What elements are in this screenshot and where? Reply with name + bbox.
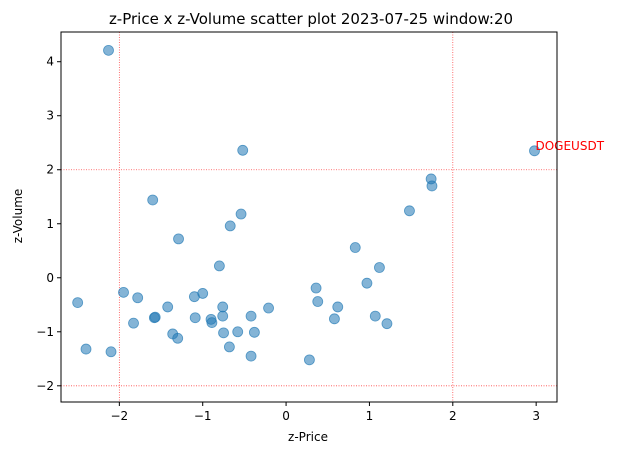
x-tick-label: −2: [111, 409, 129, 423]
scatter-point: [232, 326, 244, 338]
scatter-point: [381, 318, 393, 330]
scatter-point: [304, 354, 315, 366]
x-tick-label: 0: [282, 409, 290, 423]
scatter-point: [245, 310, 257, 322]
scatter-point: [529, 145, 540, 157]
point-annotation: DOGEUSDT: [535, 139, 604, 153]
scatter-point: [332, 301, 344, 313]
y-tick-label: 0: [46, 271, 54, 285]
scatter-point: [132, 292, 144, 304]
scatter-point: [218, 327, 229, 339]
scatter-point: [223, 341, 235, 353]
scatter-point: [172, 332, 184, 344]
scatter-point: [248, 326, 260, 338]
reference-lines: [61, 32, 557, 402]
scatter-point: [189, 312, 201, 324]
scatter-point: [206, 317, 218, 328]
scatter-point: [329, 313, 340, 325]
scatter-point: [310, 282, 322, 294]
scatter-point: [349, 242, 361, 253]
data-points: [72, 44, 540, 366]
scatter-point: [213, 260, 225, 272]
scatter-point: [404, 205, 415, 217]
chart-title: z-Price x z-Volume scatter plot 2023-07-…: [109, 10, 513, 28]
y-tick-label: 4: [46, 55, 54, 69]
scatter-point: [217, 310, 229, 322]
x-axis-label: z-Price: [288, 430, 328, 444]
scatter-point: [72, 297, 84, 309]
scatter-point: [224, 220, 236, 232]
scatter-point: [128, 317, 139, 329]
scatter-point: [173, 233, 184, 245]
x-tick-label: 1: [366, 409, 374, 423]
scatter-point: [162, 301, 174, 313]
y-tick-label: −1: [36, 325, 54, 339]
scatter-point: [237, 144, 249, 156]
x-tick-label: 3: [532, 409, 540, 423]
scatter-point: [149, 311, 161, 323]
scatter-point: [147, 194, 159, 206]
x-tick-label: −1: [194, 409, 212, 423]
y-axis-label: z-Volume: [11, 189, 25, 244]
y-tick-label: 2: [46, 163, 54, 177]
y-tick-label: 3: [46, 109, 54, 123]
x-axis-ticks: −2 −1 0 1 2 3: [111, 402, 540, 423]
scatter-point: [118, 286, 129, 298]
y-axis-ticks: −2 −1 0 1 2 3 4: [36, 55, 61, 393]
scatter-point: [245, 350, 257, 362]
x-tick-label: 2: [449, 409, 457, 423]
plot-frame: [60, 31, 558, 403]
scatter-point: [426, 180, 438, 192]
scatter-point: [105, 346, 117, 358]
annotations: DOGEUSDT: [535, 139, 604, 153]
scatter-point: [374, 262, 385, 273]
scatter-point: [312, 296, 324, 307]
scatter-point: [235, 208, 247, 220]
scatter-point: [263, 302, 274, 314]
scatter-point: [197, 288, 209, 299]
scatter-point: [217, 301, 229, 313]
scatter-point: [369, 310, 381, 322]
scatter-point: [103, 44, 114, 56]
scatter-point: [361, 277, 373, 289]
y-tick-label: −2: [36, 379, 54, 393]
y-tick-label: 1: [46, 217, 54, 231]
scatter-point: [80, 343, 92, 355]
